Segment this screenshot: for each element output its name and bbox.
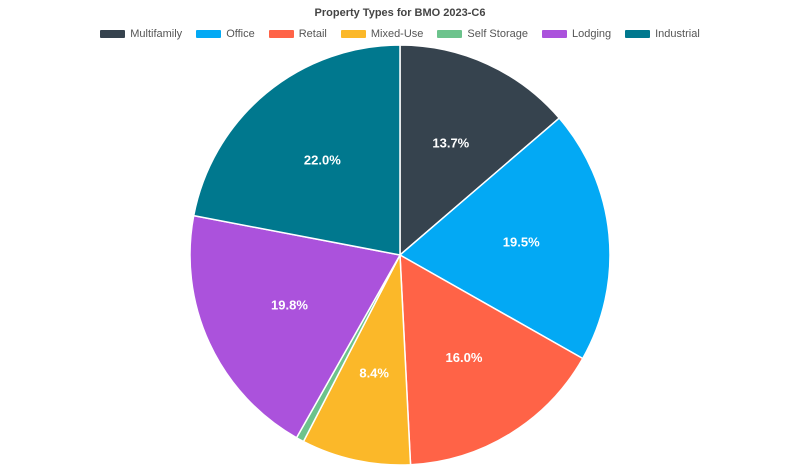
legend-swatch-office <box>196 30 222 38</box>
legend-item-self-storage[interactable]: Self Storage <box>437 28 528 40</box>
legend-item-retail[interactable]: Retail <box>268 28 327 40</box>
legend-swatch-self-storage <box>437 30 463 38</box>
legend-item-lodging[interactable]: Lodging <box>541 28 612 40</box>
pie-label-multifamily: 13.7% <box>432 136 469 151</box>
pie-slice-industrial[interactable] <box>192 44 401 256</box>
legend-label-retail: Retail <box>298 28 327 40</box>
legend-label-industrial: Industrial <box>655 28 700 40</box>
pie-label-lodging: 19.8% <box>271 298 308 313</box>
legend-label-self-storage: Self Storage <box>467 28 528 40</box>
pie-label-office: 19.5% <box>503 235 540 250</box>
chart-title: Property Types for BMO 2023-C6 <box>314 7 486 19</box>
legend-label-office: Office <box>226 28 255 40</box>
chart-legend: Multifamily Office Retail Mixed-Use Self… <box>0 28 800 40</box>
legend-swatch-retail <box>268 30 294 38</box>
legend-item-mixed-use[interactable]: Mixed-Use <box>340 28 424 40</box>
legend-item-industrial[interactable]: Industrial <box>625 28 700 40</box>
legend-label-mixed-use: Mixed-Use <box>370 28 424 40</box>
pie-label-retail: 16.0% <box>446 350 483 365</box>
pie-slice-retail[interactable] <box>399 253 584 466</box>
pie-slice-lodging[interactable] <box>189 214 402 439</box>
legend-label-lodging: Lodging <box>571 28 612 40</box>
legend-swatch-lodging <box>541 30 567 38</box>
legend-swatch-multifamily <box>100 30 126 38</box>
pie-slice-multifamily[interactable] <box>399 44 561 257</box>
pie-slice-mixed-use[interactable] <box>302 252 412 466</box>
legend-item-multifamily[interactable]: Multifamily <box>100 28 182 40</box>
legend-swatch-mixed-use <box>340 30 366 38</box>
pie-label-industrial: 22.0% <box>304 153 341 168</box>
legend-swatch-industrial <box>625 30 651 38</box>
pie-label-mixed-use: 8.4% <box>359 365 389 380</box>
legend-item-office[interactable]: Office <box>196 28 255 40</box>
pie-slice-office[interactable] <box>398 117 611 360</box>
legend-label-multifamily: Multifamily <box>130 28 183 40</box>
